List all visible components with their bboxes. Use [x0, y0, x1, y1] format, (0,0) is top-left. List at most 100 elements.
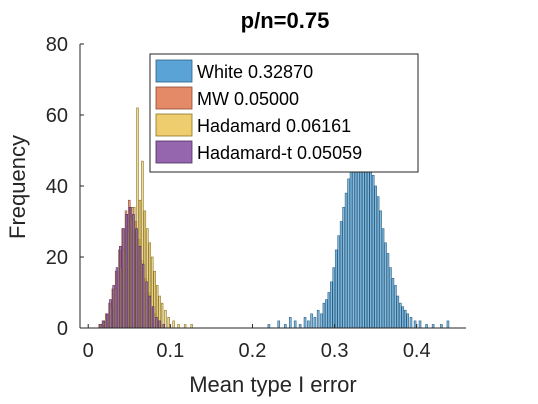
bar-series-0-bin-9 — [313, 317, 317, 329]
bar-series-3-bin-14 — [145, 281, 148, 329]
x-tick-label-4: 0.4 — [403, 340, 431, 362]
bar-series-3-bin-9 — [128, 207, 132, 329]
bar-series-0-bin-10 — [316, 309, 320, 329]
bar-series-0-bin-48 — [413, 320, 417, 329]
bar-series-0-bin-4 — [293, 320, 297, 329]
bar-series-0-bin-33 — [374, 185, 377, 329]
bar-series-0-bin-24 — [352, 150, 355, 329]
bar-series-0-bin-17 — [334, 249, 338, 329]
bar-series-3-bin-5 — [115, 267, 119, 329]
y-tick-label-0: 0 — [57, 318, 68, 340]
bar-series-3-bin-6 — [119, 246, 122, 329]
bar-series-3-bin-7 — [122, 228, 125, 329]
bar-series-0-bin-8 — [310, 313, 313, 329]
bar-series-0-bin-12 — [322, 302, 326, 329]
bar-series-0-bin-40 — [391, 277, 395, 329]
bar-series-2-bin-23 — [177, 324, 180, 329]
bar-series-0-bin-51 — [431, 324, 435, 329]
bar-series-0-bin-39 — [389, 267, 392, 329]
bar-series-3-bin-15 — [148, 295, 152, 329]
bar-series-3-bin-18 — [158, 320, 161, 329]
bar-series-0-bin-38 — [386, 253, 390, 329]
bar-series-0-bin-6 — [303, 317, 307, 329]
y-tick-label-1: 20 — [46, 247, 68, 269]
bar-series-2-bin-25 — [190, 324, 193, 329]
bar-series-2-bin-24 — [183, 324, 187, 329]
legend-swatch-3 — [155, 140, 193, 164]
bar-series-0-bin-0 — [267, 324, 271, 329]
bar-series-0-bin-20 — [342, 207, 345, 329]
bar-series-3-bin-3 — [109, 299, 112, 329]
legend-swatch-0 — [155, 59, 193, 83]
bar-series-0-bin-44 — [401, 306, 405, 329]
x-tick-label-3: 0.3 — [321, 340, 349, 362]
bar-series-0-bin-41 — [394, 285, 397, 329]
bar-series-0-bin-29 — [364, 146, 368, 329]
bar-series-0-bin-2 — [284, 324, 287, 329]
bar-series-3-bin-8 — [125, 214, 129, 329]
bar-series-0-bin-53 — [446, 320, 450, 329]
y-tick-label-4: 80 — [46, 34, 68, 56]
bar-series-3-bin-12 — [138, 246, 142, 329]
bar-series-3-bin-1 — [102, 320, 106, 329]
legend-items: White 0.32870 MW 0.05000 Hadamard 0.06161 H… — [155, 59, 362, 164]
bar-series-0-bin-14 — [327, 292, 331, 329]
legend-swatch-2 — [155, 113, 193, 137]
legend: White 0.32870 MW 0.05000 Hadamard 0.06161 H… — [149, 53, 419, 173]
bar-series-0-bin-18 — [337, 235, 340, 329]
bar-series-0-bin-31 — [369, 167, 373, 329]
bar-series-0-bin-15 — [330, 281, 333, 329]
bar-series-3-bin-19 — [162, 324, 165, 329]
bar-series-3-bin-4 — [112, 285, 115, 329]
bar-series-0-bin-37 — [384, 242, 387, 329]
bar-series-0-bin-30 — [366, 160, 370, 329]
bar-series-3-bin-2 — [105, 313, 109, 329]
bar-series-0-bin-49 — [418, 320, 422, 329]
y-axis-label: Frequency — [5, 135, 30, 239]
y-ticks: 0 20 40 60 80 — [46, 34, 84, 340]
bar-series-0-bin-35 — [379, 210, 382, 329]
legend-label-0: White 0.32870 — [197, 62, 313, 82]
x-axis-label: Mean type I error — [189, 372, 357, 397]
bar-series-0-bin-34 — [376, 196, 380, 329]
bar-series-2-bin-22 — [172, 320, 175, 329]
chart-title: p/n=0.75 — [241, 8, 330, 33]
bar-series-3-bin-17 — [155, 317, 158, 329]
bar-series-0-bin-36 — [381, 228, 385, 329]
bar-series-3-bin-0 — [99, 324, 102, 329]
bar-series-2-bin-21 — [167, 317, 170, 329]
bar-series-0-bin-32 — [371, 175, 375, 329]
bar-series-0-bin-45 — [403, 309, 407, 329]
bar-series-0-bin-23 — [349, 167, 353, 329]
bar-series-0-bin-5 — [298, 324, 302, 329]
bar-series-0-bin-7 — [307, 320, 310, 329]
bar-series-0-bin-46 — [406, 313, 409, 329]
bar-series-0-bin-11 — [320, 313, 323, 329]
bar-series-0-bin-27 — [359, 153, 363, 329]
bar-series-0-bin-25 — [354, 157, 358, 329]
y-tick-label-2: 40 — [46, 176, 68, 198]
bar-series-0-bin-52 — [440, 324, 443, 329]
bar-series-0-bin-16 — [332, 267, 336, 329]
bar-series-0-bin-13 — [325, 299, 328, 329]
bar-series-0-bin-3 — [288, 317, 292, 329]
bar-series-3-bin-13 — [142, 263, 145, 329]
bar-series-3-bin-11 — [135, 228, 138, 329]
bar-series-3-bin-16 — [151, 306, 155, 329]
legend-box — [149, 53, 419, 173]
bar-series-0-bin-19 — [339, 221, 343, 329]
y-tick-label-3: 60 — [46, 105, 68, 127]
bar-series-0-bin-22 — [347, 178, 350, 329]
bar-series-3-bin-10 — [132, 214, 135, 329]
bar-series-0-bin-50 — [425, 324, 428, 329]
bar-series-0-bin-42 — [396, 295, 400, 329]
legend-label-1: MW 0.05000 — [197, 89, 299, 109]
bar-series-0-bin-43 — [399, 302, 402, 329]
legend-swatch-1 — [155, 86, 193, 110]
x-tick-label-2: 0.2 — [239, 340, 267, 362]
legend-label-2: Hadamard 0.06161 — [197, 116, 351, 136]
x-ticks: 0 0.1 0.2 0.3 0.4 — [83, 324, 431, 362]
bar-series-0-bin-47 — [409, 317, 413, 329]
x-tick-label-0: 0 — [83, 340, 94, 362]
